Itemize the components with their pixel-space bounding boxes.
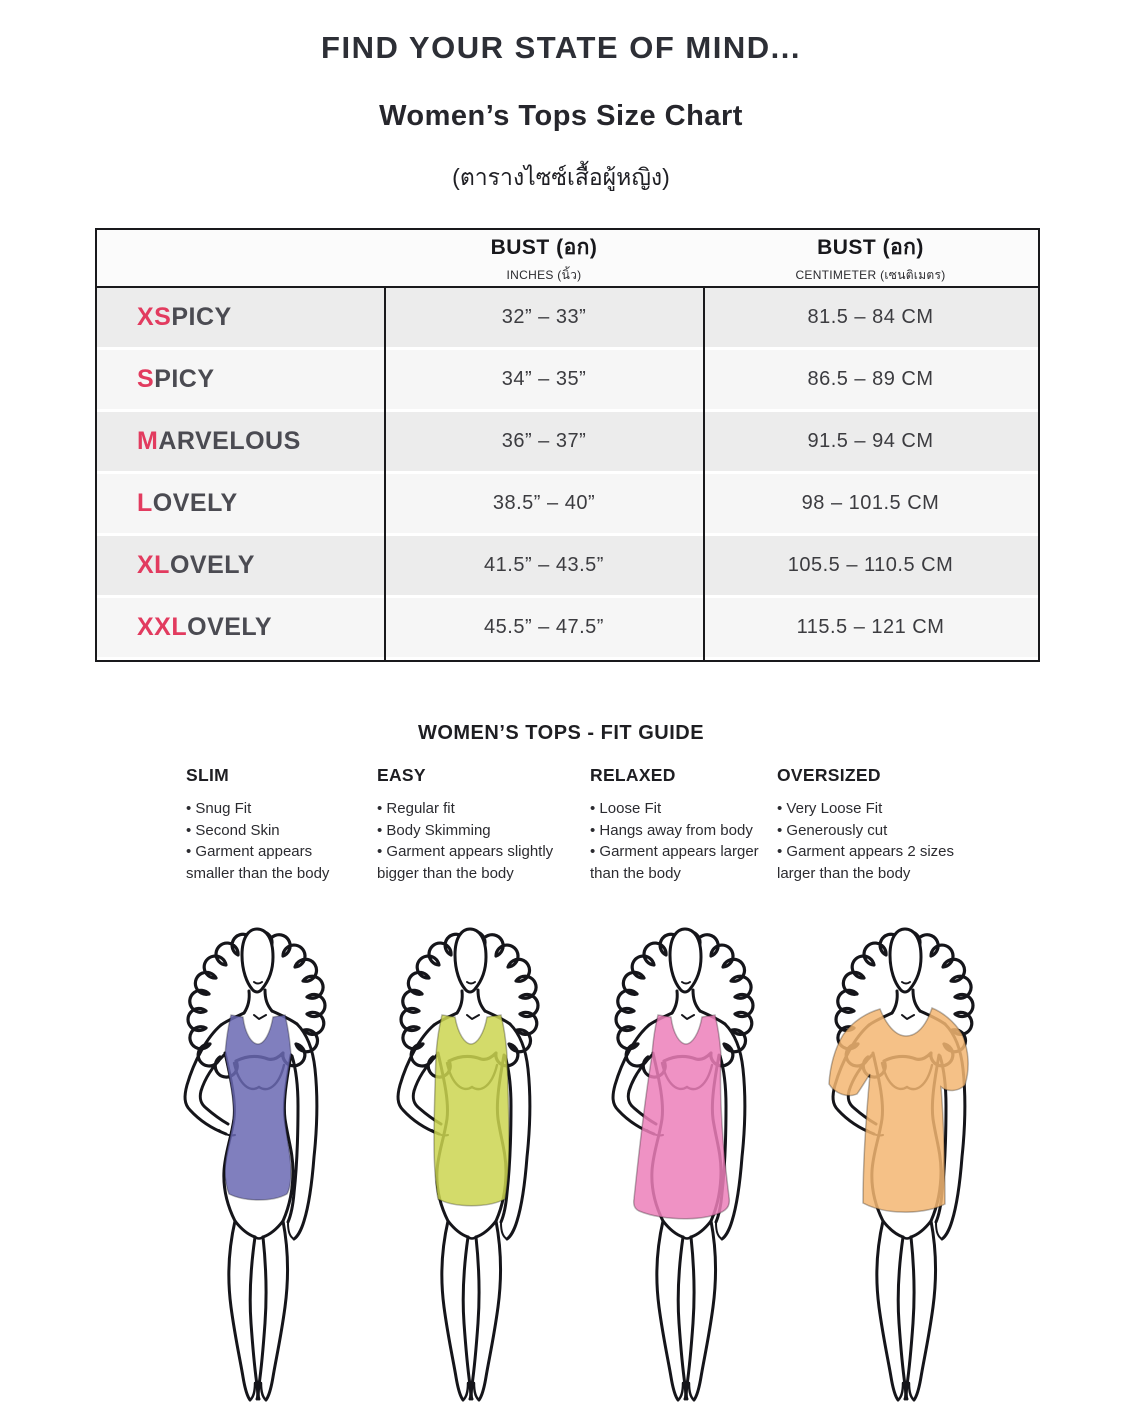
fit-bullets: Snug Fit Second Skin Garment appears sma… xyxy=(186,798,349,884)
fit-guide-columns: SLIM Snug Fit Second Skin Garment appear… xyxy=(186,765,986,884)
page-title: FIND YOUR STATE OF MIND... xyxy=(321,30,801,65)
bust-inches-value: 38.5” – 40” xyxy=(492,492,596,514)
oversized-top xyxy=(827,1007,969,1213)
bust-cm-sublabel: CENTIMETER (เซนติเมตร) xyxy=(795,268,946,282)
fit-bullet: Generously cut xyxy=(777,820,955,842)
fit-bullet: Hangs away from body xyxy=(590,820,776,842)
bust-cm-value: 81.5 – 84 CM xyxy=(807,306,934,328)
table-row: LOVELY 38.5” – 40” 98 – 101.5 CM xyxy=(97,474,1038,536)
fit-column-slim: SLIM Snug Fit Second Skin Garment appear… xyxy=(186,765,377,884)
bust-inches-value: 32” – 33” xyxy=(501,306,587,328)
fit-name: SLIM xyxy=(186,765,230,785)
bust-inches-value: 41.5” – 43.5” xyxy=(484,554,604,576)
fit-name: EASY xyxy=(377,765,426,785)
size-table-header: BUST (อก) INCHES (นิ้ว) BUST (อก) CENTIM… xyxy=(97,230,1038,288)
fit-bullet: Garment appears 2 sizes larger than the … xyxy=(777,841,955,884)
size-prefix: XS xyxy=(137,303,172,331)
bust-inches-value: 34” – 35” xyxy=(501,368,587,390)
header-bust-cm: BUST (อก) CENTIMETER (เซนติเมตร) xyxy=(703,231,1038,285)
table-row: XLOVELY 41.5” – 43.5” 105.5 – 110.5 CM xyxy=(97,536,1038,598)
fit-bullets: Very Loose Fit Generously cut Garment ap… xyxy=(777,798,955,884)
fit-bullet: Body Skimming xyxy=(377,820,580,842)
size-name: XXLOVELY xyxy=(97,613,385,642)
table-row: XSPICY 32” – 33” 81.5 – 84 CM xyxy=(97,288,1038,350)
fit-bullets: Loose Fit Hangs away from body Garment a… xyxy=(590,798,776,884)
relaxed-top xyxy=(632,1014,730,1220)
fit-name: RELAXED xyxy=(590,765,676,785)
fit-bullets: Regular fit Body Skimming Garment appear… xyxy=(377,798,580,884)
page-subtitle: Women’s Tops Size Chart xyxy=(379,100,743,132)
figure-slim xyxy=(183,927,327,1402)
fit-bullet: Very Loose Fit xyxy=(777,798,955,820)
header-bust-inches: BUST (อก) INCHES (นิ้ว) xyxy=(385,231,703,285)
fit-bullet: Second Skin xyxy=(186,820,349,842)
size-rest: ARVELOUS xyxy=(158,427,301,455)
slim-top xyxy=(224,1014,292,1201)
fit-column-relaxed: RELAXED Loose Fit Hangs away from body G… xyxy=(590,765,777,884)
fit-name: OVERSIZED xyxy=(777,765,881,785)
size-rest: OVELY xyxy=(152,489,238,517)
size-prefix: S xyxy=(137,365,155,393)
size-name: LOVELY xyxy=(97,489,385,518)
size-name: SPICY xyxy=(97,365,385,394)
size-rest: OVELY xyxy=(169,551,255,579)
fit-bullet: Garment appears larger than the body xyxy=(590,841,776,884)
size-rest: PICY xyxy=(154,365,215,393)
page-subtitle-thai: (ตารางไซซ์เสื้อผู้หญิง) xyxy=(452,164,670,190)
size-prefix: XXL xyxy=(137,613,188,641)
size-prefix: L xyxy=(137,489,153,517)
bust-inches-sublabel: INCHES (นิ้ว) xyxy=(506,268,582,282)
bust-cm-value: 105.5 – 110.5 CM xyxy=(787,554,954,576)
bust-cm-value: 115.5 – 121 CM xyxy=(796,616,945,638)
fit-column-easy: EASY Regular fit Body Skimming Garment a… xyxy=(377,765,590,884)
size-prefix: M xyxy=(137,427,159,455)
bust-cm-value: 98 – 101.5 CM xyxy=(801,492,940,514)
table-row: SPICY 34” – 35” 86.5 – 89 CM xyxy=(97,350,1038,412)
bust-cm-value: 91.5 – 94 CM xyxy=(807,430,934,452)
easy-top xyxy=(432,1014,510,1207)
size-rest: PICY xyxy=(171,303,232,331)
bust-inches-value: 45.5” – 47.5” xyxy=(484,616,604,638)
fit-bullet: Regular fit xyxy=(377,798,580,820)
size-name: XLOVELY xyxy=(97,551,385,580)
fit-guide-heading: WOMEN’S TOPS - FIT GUIDE xyxy=(417,722,705,744)
fit-guide-figures xyxy=(155,903,1020,1403)
table-row: XXLOVELY 45.5” – 47.5” 115.5 – 121 CM xyxy=(97,598,1038,660)
figure-relaxed xyxy=(610,927,755,1402)
size-name: XSPICY xyxy=(97,303,385,332)
fit-bullet: Snug Fit xyxy=(186,798,349,820)
table-row: MARVELOUS 36” – 37” 91.5 – 94 CM xyxy=(97,412,1038,474)
fit-column-oversized: OVERSIZED Very Loose Fit Generously cut … xyxy=(777,765,986,884)
bust-inches-label: BUST (อก) xyxy=(490,236,598,259)
table-divider xyxy=(703,288,705,660)
size-name: MARVELOUS xyxy=(97,427,385,456)
size-prefix: XL xyxy=(137,551,170,579)
size-table-body: XSPICY 32” – 33” 81.5 – 84 CM SPICY 34” … xyxy=(97,288,1038,660)
fit-bullet: Garment appears slightly bigger than the… xyxy=(377,841,580,884)
figure-easy xyxy=(395,927,540,1402)
size-rest: OVELY xyxy=(187,613,273,641)
table-divider xyxy=(384,288,386,660)
fit-bullet: Loose Fit xyxy=(590,798,776,820)
fit-bullet: Garment appears smaller than the body xyxy=(186,841,349,884)
bust-inches-value: 36” – 37” xyxy=(501,430,587,452)
size-table: BUST (อก) INCHES (นิ้ว) BUST (อก) CENTIM… xyxy=(95,228,1040,662)
bust-cm-label: BUST (อก) xyxy=(817,236,924,259)
figure-oversized xyxy=(827,927,975,1402)
bust-cm-value: 86.5 – 89 CM xyxy=(807,368,934,390)
